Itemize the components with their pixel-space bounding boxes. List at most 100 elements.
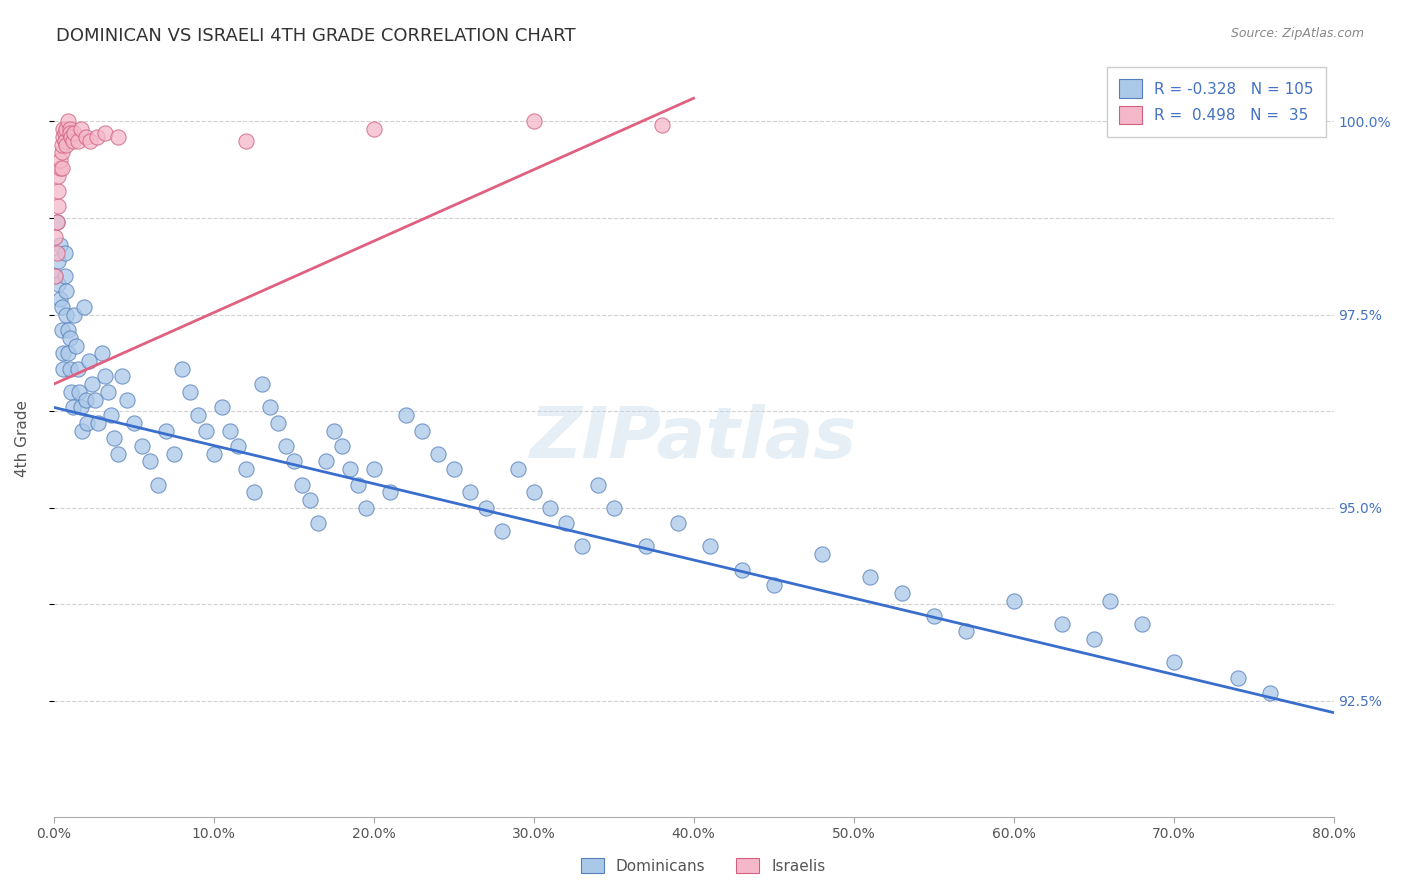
Point bbox=[52, 129, 75, 144]
Point bbox=[56, 114, 79, 128]
Point bbox=[86, 129, 108, 144]
Point bbox=[162, 447, 184, 461]
Point bbox=[1050, 616, 1073, 631]
Point bbox=[651, 118, 673, 132]
Point bbox=[66, 134, 89, 148]
Point bbox=[298, 493, 321, 508]
Point bbox=[538, 500, 561, 515]
Point bbox=[810, 547, 832, 561]
Point bbox=[330, 439, 353, 453]
Point bbox=[69, 122, 91, 136]
Point bbox=[87, 416, 110, 430]
Point bbox=[60, 384, 83, 399]
Point bbox=[49, 161, 72, 175]
Point bbox=[79, 134, 101, 148]
Point bbox=[51, 137, 73, 152]
Text: ZIPatlas: ZIPatlas bbox=[530, 404, 858, 473]
Point bbox=[283, 454, 305, 468]
Point bbox=[52, 346, 75, 360]
Point bbox=[363, 122, 385, 136]
Point bbox=[322, 424, 344, 438]
Point bbox=[699, 540, 721, 554]
Point bbox=[522, 114, 544, 128]
Point bbox=[76, 416, 98, 430]
Point bbox=[170, 361, 193, 376]
Point bbox=[354, 500, 377, 515]
Point bbox=[291, 477, 314, 491]
Point bbox=[138, 454, 160, 468]
Point bbox=[179, 384, 201, 399]
Point bbox=[1083, 632, 1105, 647]
Point bbox=[111, 369, 134, 384]
Point bbox=[67, 384, 90, 399]
Point bbox=[73, 300, 96, 314]
Point bbox=[226, 439, 249, 453]
Point bbox=[458, 485, 481, 500]
Point bbox=[63, 126, 86, 140]
Legend: Dominicans, Israelis: Dominicans, Israelis bbox=[575, 852, 831, 880]
Point bbox=[60, 129, 83, 144]
Point bbox=[72, 424, 94, 438]
Point bbox=[266, 416, 288, 430]
Point bbox=[491, 524, 513, 538]
Point bbox=[235, 134, 257, 148]
Point bbox=[890, 586, 912, 600]
Point bbox=[107, 447, 129, 461]
Point bbox=[69, 401, 91, 415]
Point bbox=[187, 408, 209, 422]
Point bbox=[53, 268, 76, 283]
Point bbox=[586, 477, 609, 491]
Text: DOMINICAN VS ISRAELI 4TH GRADE CORRELATION CHART: DOMINICAN VS ISRAELI 4TH GRADE CORRELATI… bbox=[56, 27, 576, 45]
Point bbox=[155, 424, 177, 438]
Point bbox=[218, 424, 240, 438]
Point bbox=[53, 245, 76, 260]
Point bbox=[315, 454, 337, 468]
Point bbox=[363, 462, 385, 476]
Point bbox=[94, 369, 117, 384]
Point bbox=[77, 354, 100, 368]
Point bbox=[53, 126, 76, 140]
Point bbox=[75, 129, 97, 144]
Point bbox=[194, 424, 217, 438]
Point bbox=[62, 401, 84, 415]
Point bbox=[242, 485, 264, 500]
Point bbox=[59, 331, 82, 345]
Point bbox=[59, 361, 82, 376]
Point bbox=[922, 609, 945, 624]
Point bbox=[1130, 616, 1153, 631]
Point bbox=[103, 431, 125, 445]
Point bbox=[250, 377, 273, 392]
Point bbox=[48, 253, 70, 268]
Point bbox=[75, 392, 97, 407]
Point bbox=[59, 122, 82, 136]
Point bbox=[48, 184, 70, 198]
Point bbox=[44, 268, 66, 283]
Point bbox=[56, 346, 79, 360]
Point bbox=[51, 161, 73, 175]
Point bbox=[1258, 686, 1281, 700]
Point bbox=[602, 500, 624, 515]
Point bbox=[131, 439, 153, 453]
Point bbox=[1002, 593, 1025, 607]
Point bbox=[100, 408, 122, 422]
Point bbox=[62, 134, 84, 148]
Point bbox=[48, 169, 70, 183]
Point bbox=[51, 323, 73, 337]
Point bbox=[426, 447, 449, 461]
Point bbox=[235, 462, 257, 476]
Point bbox=[1098, 593, 1121, 607]
Point bbox=[51, 145, 73, 160]
Point bbox=[52, 122, 75, 136]
Point bbox=[346, 477, 368, 491]
Point bbox=[80, 377, 103, 392]
Point bbox=[202, 447, 225, 461]
Point bbox=[730, 563, 752, 577]
Point bbox=[45, 215, 67, 229]
Point bbox=[554, 516, 576, 531]
Point bbox=[44, 268, 66, 283]
Point bbox=[1163, 656, 1185, 670]
Point bbox=[55, 137, 77, 152]
Point bbox=[49, 238, 72, 252]
Point bbox=[107, 129, 129, 144]
Point bbox=[97, 384, 120, 399]
